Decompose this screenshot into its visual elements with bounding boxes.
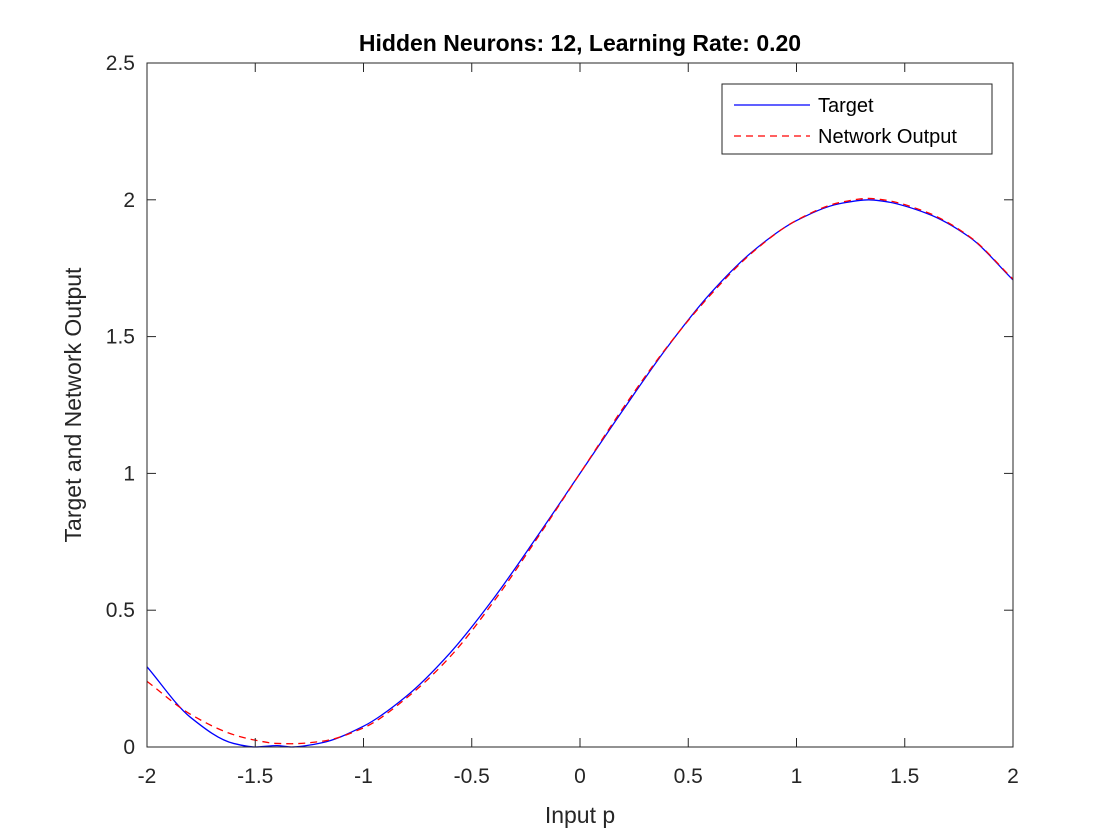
legend-label-target: Target — [818, 95, 874, 117]
y-tick-label: 2.5 — [106, 52, 135, 75]
x-tick-label: 0.5 — [674, 765, 703, 788]
y-tick-label: 2 — [123, 189, 135, 212]
x-tick-label: -1.5 — [237, 765, 273, 788]
series-line-network-output — [146, 197, 1014, 745]
x-tick-label: 1.5 — [890, 765, 919, 788]
chart-title: Hidden Neurons: 12, Learning Rate: 0.20 — [359, 30, 801, 56]
legend-box — [721, 83, 993, 155]
x-tick-label: 1 — [791, 765, 803, 788]
y-tick-label: 0 — [123, 736, 135, 759]
y-axis-label: Target and Network Output — [60, 267, 86, 542]
y-tick-label: 0.5 — [106, 599, 135, 622]
legend: Target Network Output — [721, 83, 993, 155]
x-tick-label: -0.5 — [454, 765, 490, 788]
x-tick-label: 0 — [574, 765, 586, 788]
plot-area — [147, 63, 1013, 747]
x-axis-label: Input p — [545, 802, 615, 828]
tick-layer: -2 -1.5 -1 -0.5 0 0.5 1 1.5 2 0 0.5 1 1.5 2 2.5 — [106, 52, 1019, 788]
legend-label-network-output: Network Output — [818, 126, 957, 148]
x-tick-label: -1 — [354, 765, 373, 788]
x-tick-label: 2 — [1007, 765, 1019, 788]
series-layer — [146, 197, 1014, 748]
x-tick-label: -2 — [138, 765, 157, 788]
y-tick-label: 1 — [123, 462, 135, 485]
y-tick-label: 1.5 — [106, 326, 135, 349]
